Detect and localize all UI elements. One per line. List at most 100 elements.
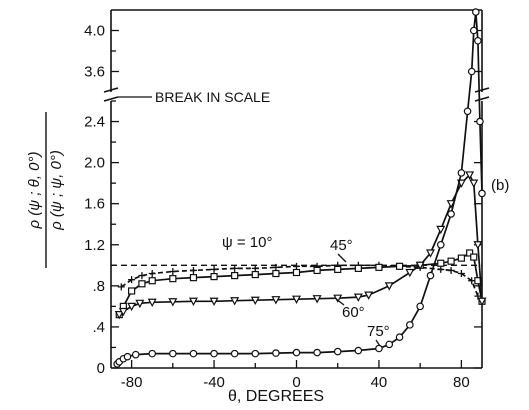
series-0-point-2 bbox=[138, 272, 146, 280]
series-1 bbox=[115, 249, 486, 319]
series-1-point-11 bbox=[292, 268, 301, 277]
series-1-point-16 bbox=[395, 262, 404, 270]
series-2-point-19 bbox=[425, 249, 435, 258]
series-2 bbox=[114, 171, 487, 320]
series-0-point-10 bbox=[293, 262, 300, 270]
y-axis-label: ρ (ψ ; θ, 0°) ρ (ψ ; ψ, 0°) bbox=[26, 112, 65, 268]
series-1-point-12 bbox=[313, 266, 321, 275]
series-3-point-15 bbox=[354, 346, 363, 355]
series-1-point-4 bbox=[148, 277, 156, 285]
series-3-point-14 bbox=[333, 347, 342, 356]
x-tick-label-3: 40 bbox=[371, 374, 388, 391]
series-0-point-5 bbox=[189, 266, 197, 274]
series-2-point-0 bbox=[114, 311, 124, 320]
series-3-point-6 bbox=[169, 349, 177, 358]
x-tick-label-4: 80 bbox=[453, 374, 470, 391]
series-3-point-11 bbox=[272, 349, 280, 357]
series-2-point-16 bbox=[384, 282, 394, 291]
series-1-point-19 bbox=[447, 257, 455, 265]
series-0-point-6 bbox=[210, 265, 218, 273]
series-3-point-31 bbox=[478, 189, 486, 198]
series-line-2 bbox=[118, 173, 483, 316]
series-2-point-4 bbox=[147, 298, 157, 308]
y-tick-label-2: .8 bbox=[92, 278, 105, 295]
series-3-point-10 bbox=[251, 349, 260, 358]
annotation-psi-10: ψ = 10° bbox=[222, 234, 272, 251]
y-tick-label-5: 2.0 bbox=[84, 155, 105, 172]
series-3-point-7 bbox=[189, 349, 198, 358]
series-2-point-3 bbox=[135, 299, 145, 309]
series-1-point-20 bbox=[457, 254, 465, 262]
panel-tag: (b) bbox=[491, 177, 509, 194]
series-3-point-9 bbox=[230, 349, 239, 358]
series-2-point-9 bbox=[250, 296, 260, 305]
y-label-denominator: ρ (ψ ; ψ, 0°) bbox=[48, 150, 65, 231]
annotation-75: 75° bbox=[367, 323, 390, 340]
annotation-leader-45 bbox=[337, 253, 347, 263]
x-ticks: -80 -40 0 40 80 bbox=[121, 360, 470, 391]
series-3-point-30 bbox=[476, 117, 484, 126]
series-0-point-3 bbox=[148, 270, 156, 278]
series-2-point-11 bbox=[291, 295, 302, 304]
series-2-point-1 bbox=[118, 307, 128, 317]
series-3-point-12 bbox=[292, 348, 301, 357]
series-3-point-3 bbox=[123, 352, 132, 361]
series-3-point-29 bbox=[474, 36, 482, 45]
series-3-point-4 bbox=[131, 350, 140, 359]
series-line-3 bbox=[116, 12, 483, 365]
series-1-point-2 bbox=[128, 287, 136, 295]
x-tick-label-2: 0 bbox=[292, 374, 300, 391]
series-1-point-5 bbox=[169, 275, 177, 283]
series-2-point-14 bbox=[353, 293, 363, 302]
series-2-point-6 bbox=[188, 297, 198, 307]
series-3-point-16 bbox=[375, 344, 383, 353]
series-group bbox=[113, 8, 487, 368]
series-3-point-22 bbox=[436, 240, 445, 249]
series-2-point-25 bbox=[473, 241, 483, 250]
y-tick-label-6: 2.4 bbox=[84, 114, 105, 131]
series-3-point-18 bbox=[395, 333, 404, 341]
series-0-point-17 bbox=[437, 265, 445, 273]
series-3 bbox=[113, 8, 486, 368]
series-0-point-7 bbox=[231, 264, 239, 272]
series-3-point-13 bbox=[313, 348, 321, 357]
y-label-numerator: ρ (ψ ; θ, 0°) bbox=[26, 152, 43, 230]
series-1-point-15 bbox=[375, 263, 383, 271]
annotation-45: 45° bbox=[330, 237, 353, 254]
series-0-point-18 bbox=[447, 266, 455, 274]
series-3-point-20 bbox=[416, 302, 424, 311]
series-0-point-1 bbox=[128, 276, 136, 284]
y-tick-label-3: 1.2 bbox=[84, 237, 105, 254]
plot-frame bbox=[103, 9, 490, 369]
series-3-point-23 bbox=[447, 210, 455, 218]
series-1-point-6 bbox=[189, 274, 198, 282]
annotation-leader-60 bbox=[334, 297, 345, 306]
series-1-point-7 bbox=[210, 273, 218, 281]
series-3-point-8 bbox=[210, 349, 218, 358]
series-2-point-10 bbox=[271, 296, 281, 305]
series-2-point-2 bbox=[127, 302, 137, 312]
y-tick-label-4: 1.6 bbox=[84, 196, 105, 213]
series-0-point-4 bbox=[169, 267, 177, 275]
y-tick-label-1: .4 bbox=[92, 319, 105, 336]
series-3-point-19 bbox=[406, 321, 414, 329]
series-0-point-9 bbox=[272, 263, 280, 271]
series-2-point-18 bbox=[415, 261, 425, 271]
y-ticks: 0 .4 .8 1.2 1.6 2.0 2.4 3.6 4.0 bbox=[84, 23, 482, 377]
y-tick-label-0: 0 bbox=[97, 360, 105, 377]
series-2-point-26 bbox=[477, 297, 487, 307]
series-3-point-17 bbox=[385, 340, 394, 349]
break-label: BREAK IN SCALE bbox=[155, 89, 270, 105]
series-1-point-9 bbox=[251, 270, 259, 279]
series-3-point-5 bbox=[148, 349, 157, 358]
series-2-point-23 bbox=[465, 171, 475, 180]
series-0-point-19 bbox=[457, 270, 465, 278]
x-axis-label: θ, DEGREES bbox=[228, 388, 324, 405]
series-3-point-27 bbox=[469, 26, 478, 35]
series-1-point-3 bbox=[138, 280, 146, 288]
series-2-point-15 bbox=[364, 291, 374, 300]
series-0-point-20 bbox=[468, 277, 476, 285]
series-1-point-21 bbox=[466, 249, 474, 257]
series-3-point-28 bbox=[472, 8, 480, 16]
series-1-point-13 bbox=[334, 265, 342, 274]
